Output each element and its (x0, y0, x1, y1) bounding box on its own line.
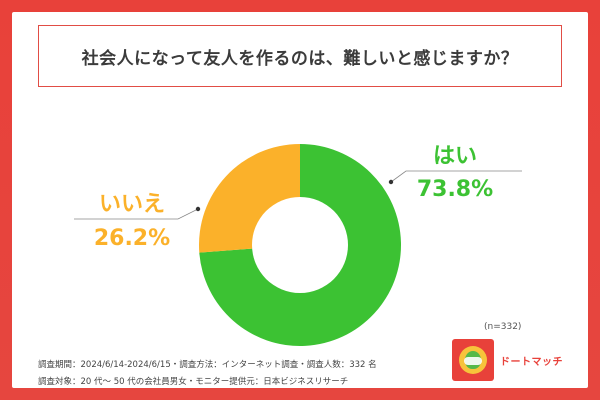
leader-dot-yes (388, 179, 394, 185)
logo: ドートマッチ (452, 339, 563, 381)
footnote-survey-target: 調査対象：20 代～ 50 代の会社員男女・モニター提供元：日本ビジネスリサーチ (38, 377, 349, 387)
donut-hole (252, 197, 348, 293)
sample-size: (n=332) (484, 322, 522, 332)
chart-title: 社会人になって友人を作るのは、難しいと感じますか？ (81, 48, 519, 69)
logo-mark-icon (452, 339, 494, 381)
value-label-no: 26.2% (94, 226, 170, 251)
category-label-yes: はい (433, 144, 477, 169)
leader-line-yes (390, 170, 522, 183)
category-label-no: いいえ (99, 192, 165, 217)
leader-dot-no (195, 206, 201, 212)
leader-line-no (74, 208, 199, 220)
logo-text: ドートマッチ (500, 356, 563, 368)
footnote-survey-period: 調査期間：2024/6/14-2024/6/15・調査方法：インターネット調査・… (38, 360, 377, 370)
title-box: 社会人になって友人を作るのは、難しいと感じますか？ (38, 25, 562, 87)
value-label-yes: 73.8% (417, 177, 493, 202)
